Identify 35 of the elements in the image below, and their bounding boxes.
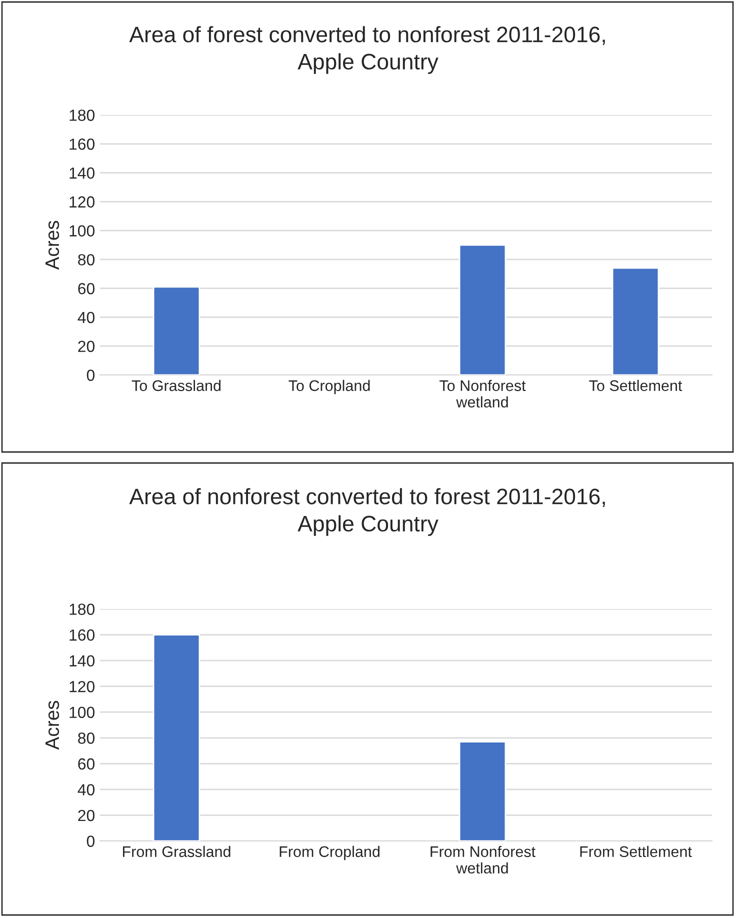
x-tick-label: To Settlement [589, 380, 682, 392]
y-tick-label: 140 [70, 167, 95, 179]
y-tick-label: 20 [78, 810, 95, 822]
y-tick-label: 100 [70, 706, 95, 718]
y-tick-label: 180 [70, 110, 95, 121]
y-tick-label: 160 [70, 138, 95, 150]
y-tick-label: 0 [86, 836, 95, 847]
y-tick-label: 120 [70, 196, 95, 208]
y-tick-label: 40 [78, 312, 95, 324]
chart-title: Area of forest converted to nonforest 2011-2016, Apple Country [129, 26, 605, 74]
y-tick-label: 60 [78, 282, 95, 294]
y-tick-label: 20 [78, 340, 95, 352]
x-tick-label: To Cropland [288, 380, 370, 394]
y-tick-label: 140 [70, 655, 95, 666]
y-tick-label: 100 [70, 225, 95, 236]
y-tick-label: 120 [70, 680, 95, 692]
y-axis-title: Acres [46, 220, 60, 270]
x-tick-label: From Grassland [123, 846, 230, 858]
bar [458, 244, 506, 375]
y-axis-title: Acres [46, 700, 60, 750]
y-tick-label: 80 [78, 732, 95, 744]
y-tick-label: 60 [78, 758, 95, 770]
chart-title: Area of nonforest converted to forest 2011-2016, Apple Country [129, 488, 605, 536]
y-tick-label: 80 [78, 254, 95, 266]
y-tick-label: 0 [86, 370, 95, 381]
bar [612, 267, 660, 375]
x-tick-label: From Cropland [280, 846, 380, 860]
y-tick-label: 180 [70, 604, 95, 615]
x-tick-label: To Grassland [132, 380, 221, 392]
x-tick-label: From Nonforest wetland [430, 846, 536, 874]
y-tick-label: 40 [78, 784, 95, 796]
bar [152, 286, 200, 375]
x-tick-label: From Settlement [580, 846, 692, 858]
y-tick-label: 160 [70, 629, 95, 641]
x-tick-label: To Nonforest wetland [440, 380, 526, 408]
